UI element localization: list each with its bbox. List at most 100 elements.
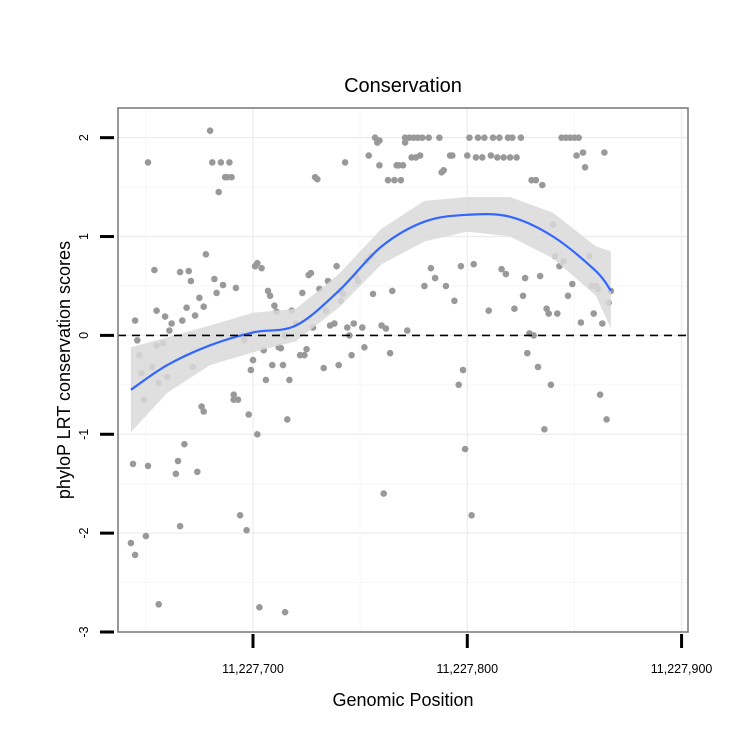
- data-point: [253, 431, 261, 438]
- data-point: [144, 462, 152, 470]
- data-point: [506, 154, 514, 161]
- data-point: [202, 251, 210, 258]
- data-point: [489, 134, 497, 141]
- data-point: [376, 162, 383, 169]
- x-tick-label: 11,227,900: [651, 662, 713, 676]
- data-point: [502, 270, 510, 278]
- data-point: [419, 134, 426, 141]
- data-point: [365, 152, 373, 159]
- data-point: [427, 264, 435, 272]
- data-point: [191, 312, 199, 319]
- data-point: [532, 176, 540, 184]
- data-point: [144, 159, 152, 166]
- data-point: [509, 134, 516, 141]
- y-tick-label: 0: [77, 332, 91, 339]
- data-point: [194, 468, 201, 476]
- data-point: [485, 307, 493, 315]
- data-point: [389, 287, 396, 295]
- y-tick-label: -3: [77, 626, 91, 637]
- data-point: [131, 551, 139, 559]
- data-point: [187, 277, 195, 285]
- data-point: [236, 512, 244, 519]
- data-point: [382, 325, 390, 332]
- data-point: [134, 337, 141, 344]
- data-point: [541, 426, 548, 433]
- data-point: [200, 303, 207, 311]
- data-point: [129, 460, 137, 468]
- data-point: [185, 267, 192, 275]
- data-point: [161, 313, 169, 320]
- data-point: [206, 127, 214, 134]
- data-point: [350, 320, 358, 327]
- data-point: [211, 275, 218, 283]
- data-point: [380, 490, 388, 497]
- smooth-line: [130, 213, 612, 391]
- data-point: [249, 356, 257, 364]
- data-point: [569, 280, 576, 288]
- data-point: [200, 408, 207, 415]
- data-point: [226, 159, 233, 166]
- data-point: [269, 361, 276, 369]
- data-point: [397, 176, 405, 184]
- data-point: [421, 282, 428, 290]
- data-point: [596, 391, 604, 399]
- data-point: [127, 539, 135, 547]
- data-point: [228, 173, 235, 181]
- data-point: [213, 289, 220, 297]
- data-point: [142, 532, 150, 540]
- data-point: [303, 345, 310, 353]
- data-point: [481, 134, 488, 141]
- data-point: [500, 154, 508, 161]
- data-point: [457, 262, 465, 270]
- data-point: [524, 349, 531, 357]
- data-point: [359, 324, 366, 331]
- data-point: [281, 608, 289, 616]
- data-point: [335, 361, 343, 369]
- panel-border: [117, 107, 689, 633]
- data-point: [253, 259, 261, 267]
- data-point: [590, 310, 597, 317]
- data-point: [474, 134, 482, 141]
- data-point: [299, 289, 306, 297]
- data-point: [599, 320, 606, 327]
- y-tick-label: -2: [77, 527, 91, 538]
- data-point: [459, 366, 467, 374]
- data-point: [449, 152, 456, 159]
- data-point: [425, 134, 433, 141]
- data-point: [153, 307, 160, 315]
- data-point: [243, 526, 250, 534]
- data-point: [166, 327, 173, 334]
- data-point: [521, 274, 529, 282]
- y-tick-label: 2: [77, 134, 91, 141]
- data-point: [234, 396, 242, 404]
- data-point: [575, 134, 582, 141]
- y-tick-label: -1: [77, 429, 91, 440]
- data-point: [247, 366, 255, 374]
- data-point: [176, 268, 184, 276]
- data-point: [451, 297, 458, 305]
- data-point: [468, 512, 475, 519]
- data-point: [431, 274, 439, 282]
- data-point: [284, 416, 291, 423]
- data-point: [511, 305, 518, 313]
- data-point: [487, 152, 495, 159]
- data-point: [179, 317, 186, 324]
- data-point: [230, 391, 237, 399]
- data-point: [440, 167, 448, 174]
- data-point: [519, 292, 527, 300]
- data-point: [536, 272, 544, 280]
- data-point: [603, 416, 610, 423]
- data-point: [530, 332, 537, 339]
- data-point: [498, 265, 505, 273]
- x-tick-label: 11,227,700: [222, 662, 284, 676]
- data-point: [545, 310, 552, 317]
- data-point: [496, 134, 503, 141]
- plot-panel: [117, 107, 689, 633]
- data-point: [348, 351, 355, 359]
- data-point: [209, 159, 216, 166]
- x-axis-title: Genomic Position: [332, 690, 473, 710]
- data-point: [479, 154, 486, 161]
- data-point: [258, 264, 265, 272]
- data-point: [416, 152, 424, 159]
